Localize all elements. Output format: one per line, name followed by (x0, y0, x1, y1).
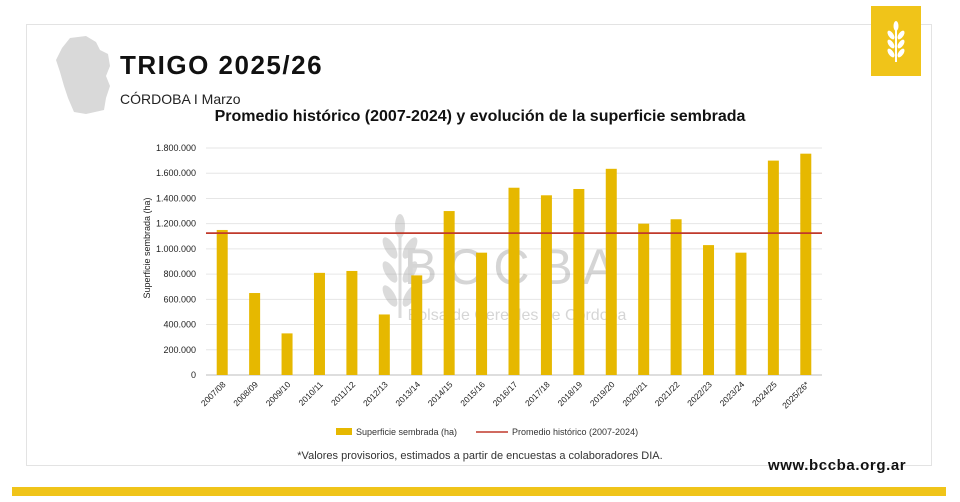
y-tick-label: 400.000 (163, 320, 196, 330)
x-tick-label: 2018/19 (555, 379, 584, 408)
x-tick-label: 2009/10 (264, 379, 293, 408)
bar (540, 195, 552, 375)
legend-bar-label: Superficie sembrada (ha) (356, 427, 457, 437)
x-tick-label: 2011/12 (329, 379, 358, 408)
bar (378, 314, 390, 375)
bar (767, 160, 779, 375)
bar (216, 229, 228, 375)
bar (703, 245, 715, 375)
x-tick-label: 2013/14 (393, 379, 422, 408)
page-title: TRIGO 2025/26 (120, 50, 324, 80)
x-tick-label: 2010/11 (297, 379, 326, 408)
bar (281, 333, 293, 375)
x-tick-label: 2015/16 (458, 379, 487, 408)
y-tick-label: 1.800.000 (156, 143, 196, 153)
bar (638, 223, 650, 375)
cordoba-map-icon (56, 36, 110, 114)
website-link[interactable]: www.bccba.org.ar (768, 457, 907, 474)
x-tick-label: 2021/22 (653, 379, 682, 408)
bar (573, 188, 585, 375)
y-tick-label: 800.000 (163, 269, 196, 279)
bars (216, 153, 812, 375)
bar (670, 219, 682, 375)
chart-title: Promedio histórico (2007-2024) y evoluci… (214, 108, 746, 125)
y-tick-label: 600.000 (163, 294, 196, 304)
bar (508, 187, 520, 375)
legend-line-label: Promedio histórico (2007-2024) (512, 427, 638, 437)
y-tick-label: 0 (191, 370, 196, 380)
legend: Superficie sembrada (ha) Promedio histór… (336, 427, 638, 437)
y-axis-label: Superficie sembrada (ha) (142, 197, 152, 298)
bar (443, 211, 455, 375)
wheat-icon (887, 21, 905, 62)
bar (735, 252, 747, 375)
x-tick-label: 2019/20 (588, 379, 617, 408)
footnote: *Valores provisorios, estimados a partir… (297, 450, 663, 462)
legend-bar-swatch (336, 428, 352, 435)
x-tick-label: 2017/18 (523, 379, 552, 408)
x-tick-label: 2025/26* (780, 379, 812, 411)
x-tick-labels: 2007/08 2008/09 2009/10 2010/11 2011/12 2012/… (199, 379, 812, 411)
bar (605, 168, 617, 375)
watermark-wheat-icon (382, 214, 418, 318)
bar (800, 153, 812, 375)
y-tick-label: 1.200.000 (156, 219, 196, 229)
bar (411, 275, 423, 375)
brand-badge (871, 6, 921, 76)
x-tick-label: 2020/21 (620, 379, 649, 408)
x-tick-label: 2016/17 (491, 379, 520, 408)
y-tick-labels: 0 200.000 400.000 600.000 800.000 1.000.000 1.… (156, 143, 196, 380)
y-tick-label: 200.000 (163, 345, 196, 355)
x-tick-label: 2023/24 (718, 379, 747, 408)
bar (313, 272, 325, 375)
x-tick-label: 2012/13 (361, 379, 390, 408)
bottom-accent-bar (12, 487, 946, 496)
x-tick-label: 2008/09 (231, 379, 260, 408)
bar (249, 293, 261, 375)
chart-card (26, 24, 932, 466)
page-subtitle: CÓRDOBA I Marzo (120, 91, 241, 107)
bar (346, 270, 358, 375)
y-tick-label: 1.600.000 (156, 168, 196, 178)
x-tick-label: 2022/23 (685, 379, 714, 408)
x-tick-label: 2014/15 (426, 379, 455, 408)
y-tick-label: 1.400.000 (156, 193, 196, 203)
y-tick-label: 1.000.000 (156, 244, 196, 254)
x-tick-label: 2007/08 (199, 379, 228, 408)
x-tick-label: 2024/25 (750, 379, 779, 408)
bar (476, 252, 488, 375)
